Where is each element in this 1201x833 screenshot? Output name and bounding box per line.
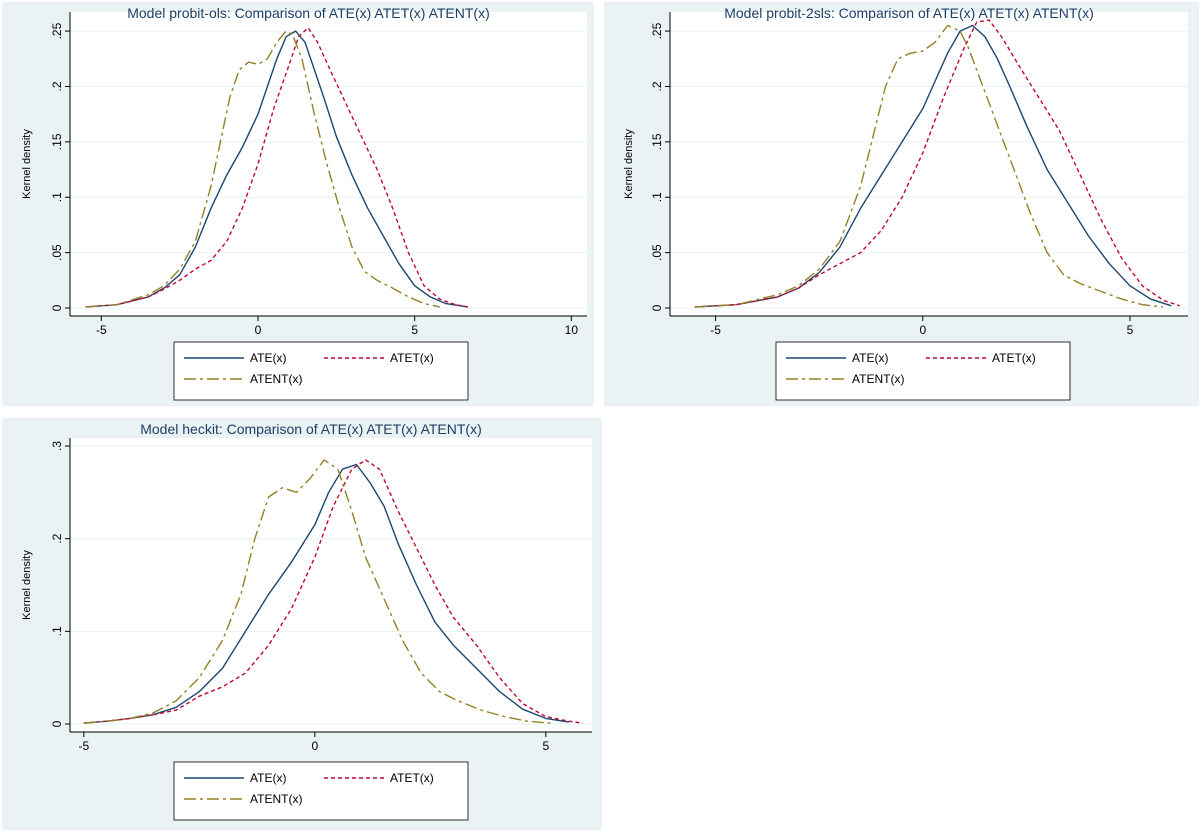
y-tick-label: 0 [650,304,664,311]
x-tick-label: -5 [79,739,90,753]
y-tick-label: .05 [50,244,64,261]
x-tick-label: 5 [542,739,549,753]
x-tick-label: 5 [411,323,418,337]
y-axis-label: Kernel density [21,129,33,199]
chart-panel-heckit: 0 .1 .2 .3 -5 0 5 Kernel density Model heckit: C… [2,418,602,830]
legend-label: ATET(x) [390,351,434,365]
chart-probit-2sls: 0 .05 .1 .15 .2 .25 -5 0 5 Kernel density Model pr… [623,5,1188,401]
legend-box [775,341,1071,401]
legend-label: ATE(x) [250,771,286,785]
y-axis-label: Kernel density [21,550,33,620]
chart-panel-probit-ols: 0 .05 .1 .15 .2 .25 -5 0 5 10 Kernel density Model … [2,2,594,406]
legend-label: ATET(x) [992,351,1036,365]
legend-box [173,341,469,401]
y-tick-label: .25 [650,22,664,39]
y-tick-label: .1 [50,626,64,636]
plot-area [70,12,587,316]
chart-probit-ols: 0 .05 .1 .15 .2 .25 -5 0 5 10 Kernel density Model … [21,5,587,401]
legend-box [173,761,469,821]
legend-label: ATET(x) [390,771,434,785]
y-tick-label: 0 [50,304,64,311]
y-tick-label: .15 [650,133,664,150]
series-line-atetx [83,459,583,724]
y-tick-label: .2 [50,81,64,91]
y-tick-label: .25 [50,22,64,39]
legend-label: ATENT(x) [852,372,904,386]
series-line-atentx [694,24,1164,308]
legend-label: ATE(x) [250,351,286,365]
chart-panel-probit-2sls: 0 .05 .1 .15 .2 .25 -5 0 5 Kernel density Model pr… [604,2,1199,406]
y-tick-label: 0 [50,720,64,727]
x-tick-label: 5 [1127,323,1134,337]
y-tick-label: .15 [50,133,64,150]
x-tick-label: 10 [565,323,579,337]
y-tick-label: .3 [50,441,64,451]
chart-title: Model probit-ols: Comparison of ATE(x) A… [127,5,490,21]
series-line-atetx [85,27,469,308]
x-tick-label: 0 [919,323,926,337]
series-line-atetx [694,19,1180,308]
x-tick-label: 0 [311,739,318,753]
y-tick-label: .2 [650,81,664,91]
legend-label: ATENT(x) [250,372,302,386]
legend-label: ATENT(x) [250,792,302,806]
series-line-atex [83,463,570,724]
legend-label: ATE(x) [852,351,888,365]
series-line-atentx [85,30,440,308]
plot-area [70,438,592,732]
y-tick-label: .2 [50,533,64,543]
chart-title: Model probit-2sls: Comparison of ATE(x) … [724,5,1094,21]
x-tick-label: 0 [255,323,262,337]
y-tick-label: .1 [650,192,664,202]
plot-area [670,12,1188,316]
x-tick-label: -5 [96,323,107,337]
y-tick-label: .1 [50,192,64,202]
y-tick-label: .05 [650,244,664,261]
chart-title: Model heckit: Comparison of ATE(x) ATET(… [140,421,482,437]
series-line-atex [694,24,1172,308]
y-axis-label: Kernel density [623,129,635,199]
series-line-atentx [83,459,551,724]
chart-heckit: 0 .1 .2 .3 -5 0 5 Kernel density Model heckit: C… [21,421,592,821]
x-tick-label: -5 [710,323,721,337]
